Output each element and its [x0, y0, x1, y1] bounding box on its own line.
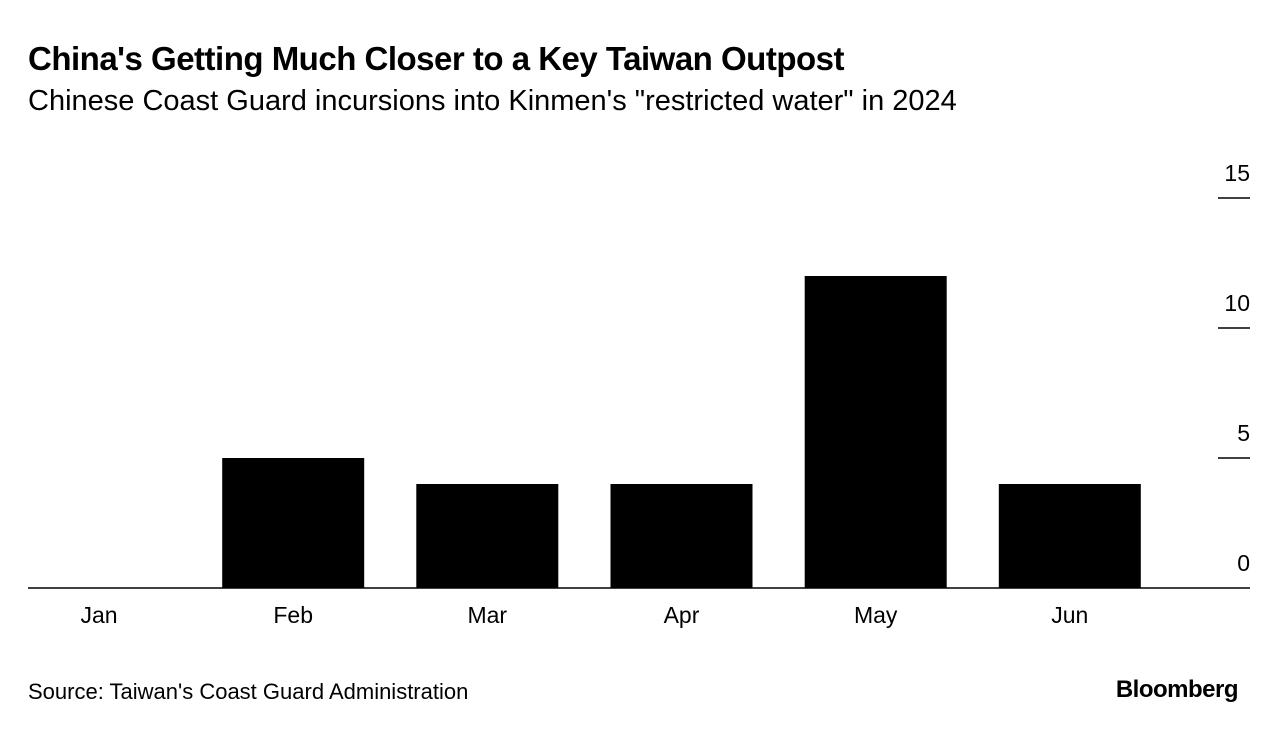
chart-title: China's Getting Much Closer to a Key Tai… — [28, 40, 844, 77]
chart-subtitle: Chinese Coast Guard incursions into Kinm… — [28, 85, 957, 117]
x-tick-label-feb: Feb — [273, 602, 313, 628]
x-tick-label-may: May — [854, 602, 898, 628]
x-tick-label-mar: Mar — [467, 602, 507, 628]
y-tick-label-5: 5 — [1237, 420, 1250, 446]
bar-mar — [416, 484, 559, 588]
bloomberg-logo: Bloomberg — [1115, 676, 1239, 703]
y-tick-label-15: 15 — [1224, 160, 1250, 186]
x-tick-label-jun: Jun — [1051, 602, 1088, 628]
bar-feb — [222, 458, 365, 588]
source-note: Source: Taiwan's Coast Guard Administrat… — [28, 679, 469, 704]
x-tick-label-jan: Jan — [80, 602, 117, 628]
y-tick-label-10: 10 — [1224, 290, 1250, 316]
y-tick-label-0: 0 — [1237, 550, 1250, 576]
bar-may — [804, 276, 947, 588]
x-tick-label-apr: Apr — [664, 602, 700, 628]
bar-jun — [998, 484, 1141, 588]
bar-apr — [610, 484, 753, 588]
